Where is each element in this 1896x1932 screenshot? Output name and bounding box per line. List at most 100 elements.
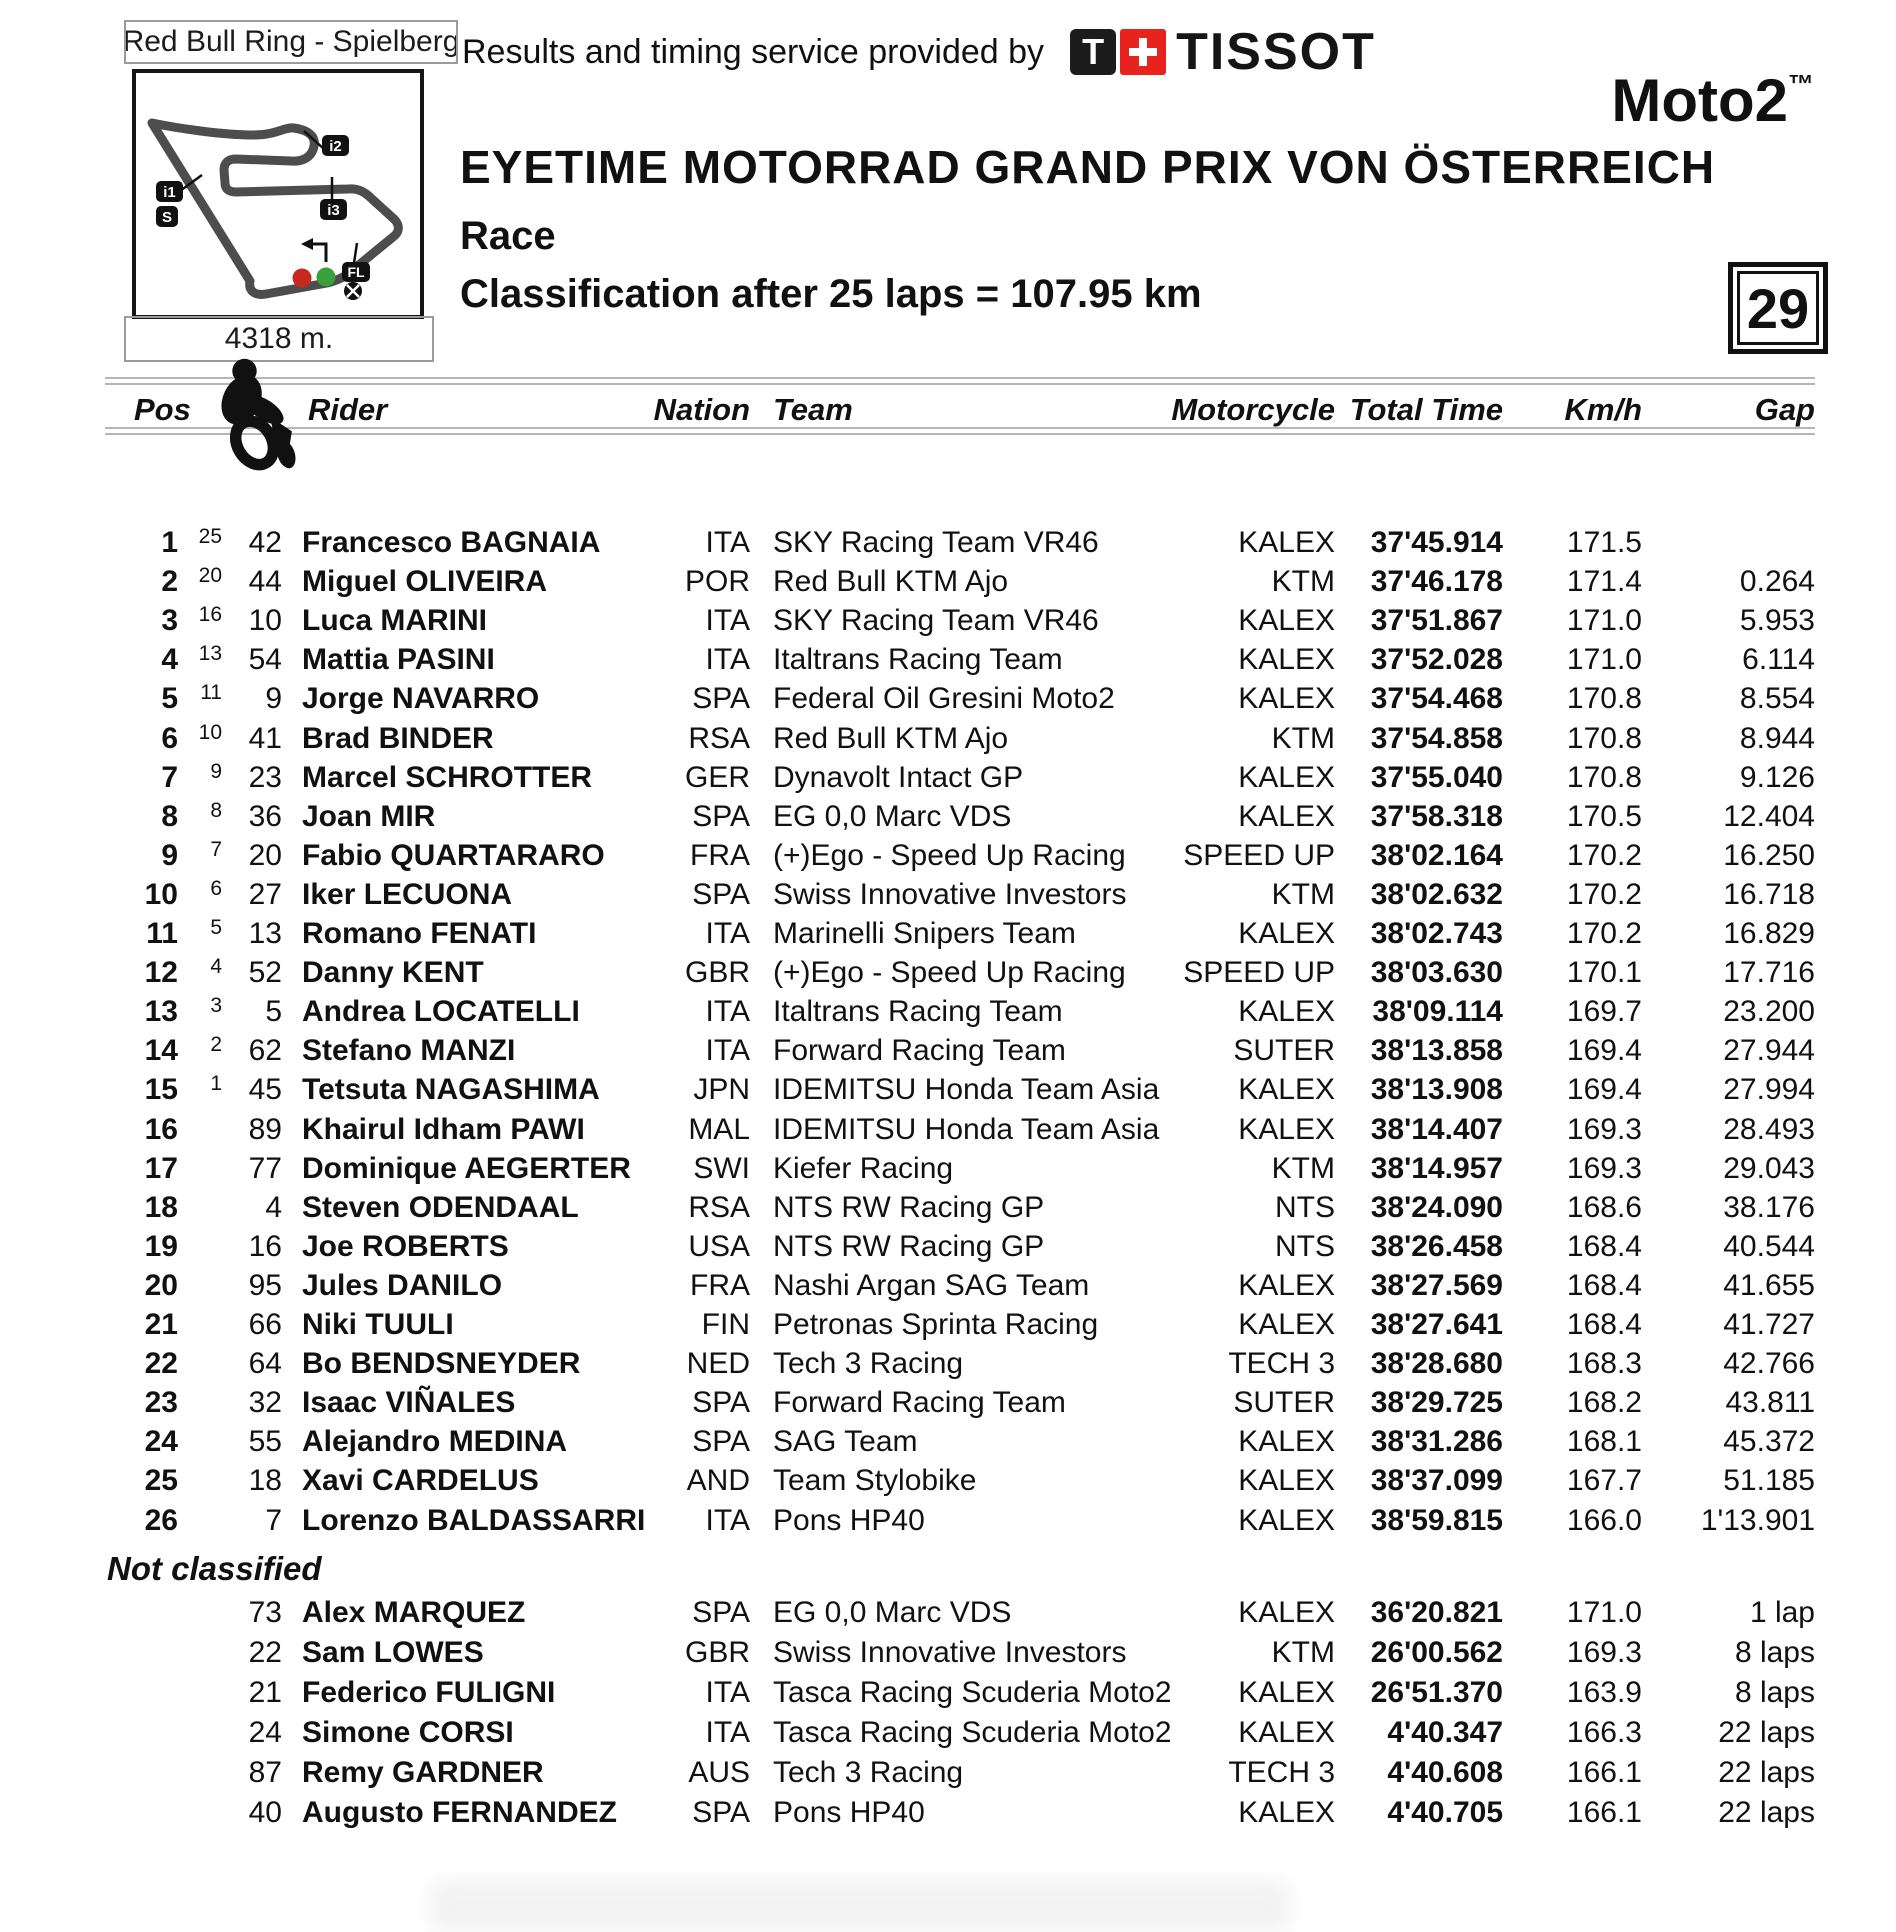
position-cell: 13 xyxy=(144,995,178,1028)
rider-name: Alejandro MEDINA xyxy=(302,1425,568,1458)
total-time: 26'51.370 xyxy=(1370,1676,1503,1709)
position-cell: 6 xyxy=(161,722,178,755)
gap-value: 6.114 xyxy=(1742,643,1815,676)
position-cell: 11 xyxy=(146,917,178,950)
svg-text:i3: i3 xyxy=(327,202,340,219)
speed-kmh: 166.0 xyxy=(1566,1504,1642,1537)
total-time: 37'55.040 xyxy=(1370,761,1503,794)
total-time: 38'09.114 xyxy=(1372,995,1503,1028)
speed-kmh: 170.5 xyxy=(1566,800,1642,833)
table-row: 10 6 27 Iker LECUONA SPA Swiss Innovative Inv… xyxy=(0,875,1896,914)
position-cell: 1 xyxy=(161,526,178,559)
table-row: 40 Augusto FERNANDEZ SPA Pons HP40 KALEX 4'40… xyxy=(0,1793,1896,1832)
gap-value: 41.655 xyxy=(1723,1269,1815,1302)
gap-value: 23.200 xyxy=(1723,995,1815,1028)
team-name: NTS RW Racing GP xyxy=(773,1191,1045,1224)
svg-text:i2: i2 xyxy=(329,138,342,155)
bike-number-cell: 89 xyxy=(248,1113,282,1146)
team-name: Red Bull KTM Ajo xyxy=(773,565,1009,598)
motorcycle-name: SPEED UP xyxy=(1183,956,1335,989)
nation-code: GBR xyxy=(684,956,750,989)
points-cell: 25 xyxy=(198,525,222,548)
rider-name: Alex MARQUEZ xyxy=(302,1596,526,1629)
team-name: Marinelli Snipers Team xyxy=(773,917,1076,950)
table-row: 18 4 Steven ODENDAAL RSA NTS RW Racing GP NTS… xyxy=(0,1188,1896,1227)
position-cell: 20 xyxy=(144,1269,178,1302)
total-time: 38'02.632 xyxy=(1370,878,1503,911)
table-row: 17 77 Dominique AEGERTER SWI Kiefer Racing KT… xyxy=(0,1149,1896,1188)
speed-kmh: 170.1 xyxy=(1566,956,1642,989)
total-time: 38'26.458 xyxy=(1370,1230,1503,1263)
rider-name: Jorge NAVARRO xyxy=(302,682,540,715)
trademark-symbol: ™ xyxy=(1788,69,1815,99)
gap-value: 1'13.901 xyxy=(1700,1504,1815,1537)
bike-number-cell: 4 xyxy=(265,1191,282,1224)
points-cell: 2 xyxy=(210,1033,222,1056)
speed-kmh: 169.3 xyxy=(1566,1636,1642,1669)
gap-value: 27.944 xyxy=(1723,1034,1815,1067)
team-name: Kiefer Racing xyxy=(773,1152,954,1185)
position-cell: 18 xyxy=(144,1191,178,1224)
speed-kmh: 168.4 xyxy=(1566,1230,1642,1263)
nation-code: ITA xyxy=(705,917,750,950)
rider-name: Tetsuta NAGASHIMA xyxy=(302,1073,600,1106)
rider-name: Lorenzo BALDASSARRI xyxy=(302,1504,646,1537)
table-row: 21 66 Niki TUULI FIN Petronas Sprinta Racing… xyxy=(0,1305,1896,1344)
nation-code: NED xyxy=(686,1347,750,1380)
table-row: 19 16 Joe ROBERTS USA NTS RW Racing GP NTS 38'… xyxy=(0,1227,1896,1266)
team-name: Tasca Racing Scuderia Moto2 xyxy=(773,1716,1172,1749)
bike-number-cell: 95 xyxy=(248,1269,282,1302)
total-time: 38'29.725 xyxy=(1370,1386,1503,1419)
header-rule-top-2 xyxy=(105,383,1815,385)
rider-name: Isaac VIÑALES xyxy=(302,1386,516,1419)
team-name: Dynavolt Intact GP xyxy=(773,761,1024,794)
nation-code: FRA xyxy=(690,839,750,872)
bike-number-cell: 10 xyxy=(248,604,282,637)
svg-text:FL: FL xyxy=(347,264,365,280)
marker-line-i2 xyxy=(303,130,325,150)
marker-i1: i1 xyxy=(156,181,183,202)
green-light-dot xyxy=(316,267,336,287)
team-name: Italtrans Racing Team xyxy=(773,995,1063,1028)
column-header-team: Team xyxy=(773,392,853,427)
team-name: IDEMITSU Honda Team Asia xyxy=(773,1073,1160,1106)
class-title: Moto2™ xyxy=(1611,66,1815,135)
team-name: Nashi Argan SAG Team xyxy=(773,1269,1090,1302)
gap-value: 29.043 xyxy=(1723,1152,1815,1185)
total-time: 26'00.562 xyxy=(1370,1636,1503,1669)
rider-name: Stefano MANZI xyxy=(302,1034,516,1067)
total-time: 36'20.821 xyxy=(1370,1596,1503,1629)
nation-code: SPA xyxy=(692,1425,750,1458)
table-row: 15 1 45 Tetsuta NAGASHIMA JPN IDEMITSU Honda … xyxy=(0,1070,1896,1109)
points-cell: 9 xyxy=(210,760,222,783)
event-title: EYETIME MOTORRAD GRAND PRIX VON ÖSTERREI… xyxy=(460,141,1716,193)
points-cell: 20 xyxy=(198,564,222,587)
svg-text:S: S xyxy=(162,209,172,226)
team-name: IDEMITSU Honda Team Asia xyxy=(773,1113,1160,1146)
position-cell: 4 xyxy=(161,643,178,676)
track-map: i1 S i2 i3 FL xyxy=(132,69,424,319)
points-cell: 7 xyxy=(210,838,222,861)
motorcycle-name: TECH 3 xyxy=(1228,1347,1335,1380)
speed-kmh: 169.3 xyxy=(1566,1152,1642,1185)
rider-name: Khairul Idham PAWI xyxy=(302,1113,585,1146)
gap-value: 22 laps xyxy=(1718,1796,1815,1829)
motorcycle-rider-icon xyxy=(210,356,302,483)
speed-kmh: 171.4 xyxy=(1566,565,1642,598)
direction-arrow-head xyxy=(301,238,313,250)
gap-value: 40.544 xyxy=(1723,1230,1815,1263)
team-name: Tasca Racing Scuderia Moto2 xyxy=(773,1676,1172,1709)
table-row: 4 13 54 Mattia PASINI ITA Italtrans Racing Te… xyxy=(0,640,1896,679)
speed-kmh: 163.9 xyxy=(1566,1676,1642,1709)
gap-value: 8.554 xyxy=(1739,682,1815,715)
nation-code: SPA xyxy=(692,800,750,833)
team-name: SKY Racing Team VR46 xyxy=(773,526,1099,559)
rider-name: Bo BENDSNEYDER xyxy=(302,1347,581,1380)
bike-number-cell: 32 xyxy=(248,1386,282,1419)
bike-number-cell: 40 xyxy=(248,1796,282,1829)
team-name: Team Stylobike xyxy=(773,1464,977,1497)
team-name: Red Bull KTM Ajo xyxy=(773,722,1009,755)
table-row: 23 32 Isaac VIÑALES SPA Forward Racing Team S… xyxy=(0,1383,1896,1422)
nation-code: JPN xyxy=(693,1073,750,1106)
speed-kmh: 170.2 xyxy=(1566,878,1642,911)
